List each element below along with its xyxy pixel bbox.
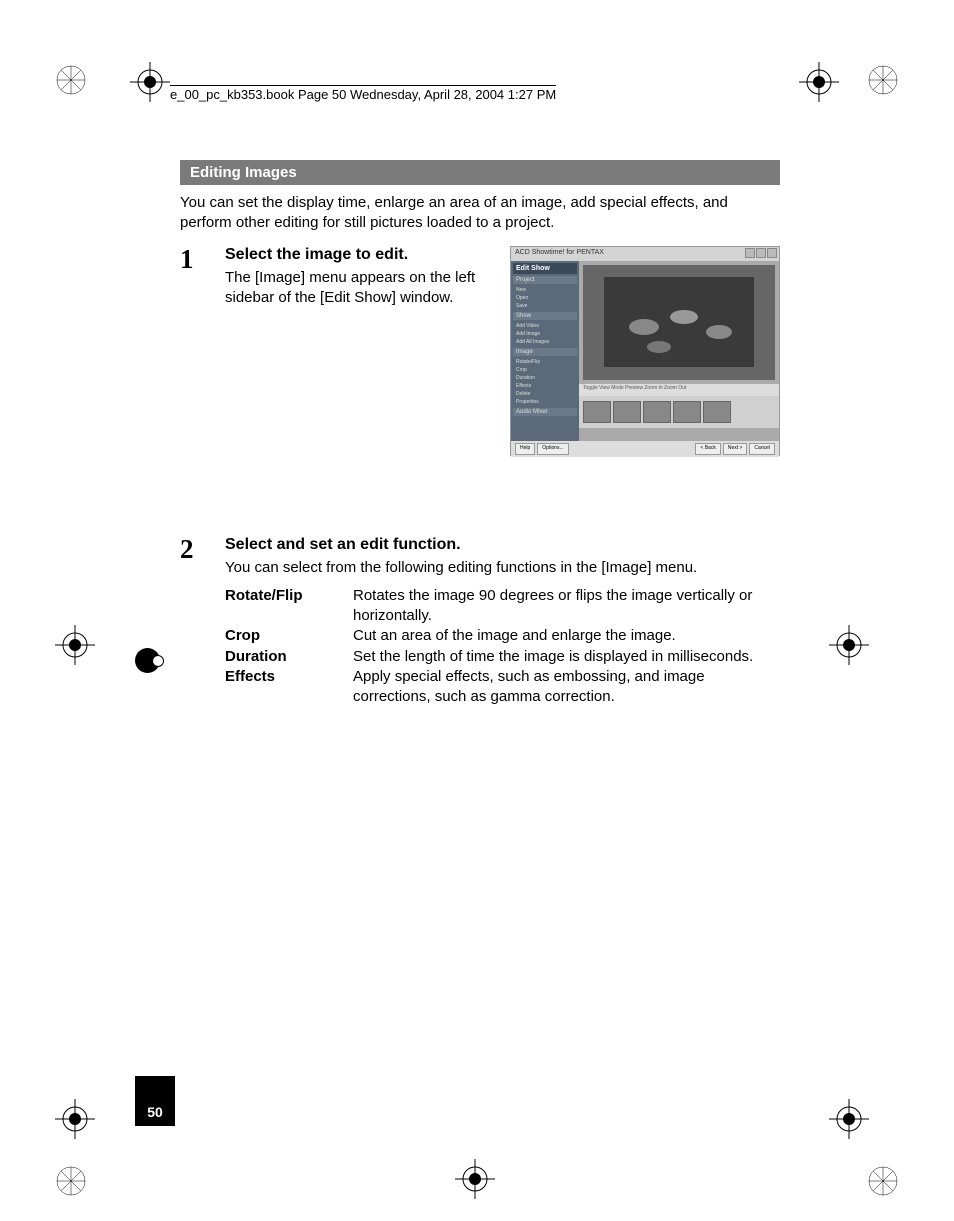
step-description: You can select from the following editin… — [225, 558, 780, 578]
definition-row: Effects Apply special effects, such as e… — [225, 667, 780, 708]
def-term: Rotate/Flip — [225, 586, 353, 627]
page-number: 50 — [135, 1076, 175, 1126]
next-button: Next > — [723, 443, 748, 455]
page-content: Editing Images You can set the display t… — [180, 160, 780, 767]
sidebar-panel-title: Edit Show — [513, 263, 577, 274]
edit-show-screenshot: ACD Showtime! for PENTAX Edit Show Proje… — [510, 246, 780, 456]
sidebar-item: Open — [513, 294, 577, 302]
back-button: < Back — [695, 443, 720, 455]
def-desc: Set the length of time the image is disp… — [353, 647, 780, 667]
sidebar-item: Add Video — [513, 322, 577, 330]
function-definitions: Rotate/Flip Rotates the image 90 degrees… — [225, 586, 780, 708]
sidebar-item: Effects — [513, 382, 577, 390]
registration-mark-icon — [867, 64, 899, 96]
screenshot-toolbar: Toggle View Mode Preview Zoom In Zoom Ou… — [579, 384, 779, 396]
definition-row: Duration Set the length of time the imag… — [225, 647, 780, 667]
definition-row: Crop Cut an area of the image and enlarg… — [225, 626, 780, 646]
step-title: Select and set an edit function. — [225, 536, 780, 554]
section-intro: You can set the display time, enlarge an… — [180, 193, 780, 234]
def-term: Duration — [225, 647, 353, 667]
thumbnail — [703, 401, 731, 423]
crop-mark-icon — [455, 1159, 495, 1199]
sidebar-item: Delete — [513, 390, 577, 398]
sidebar-item: Crop — [513, 366, 577, 374]
sidebar-section: Audio Mixer — [513, 408, 577, 416]
sidebar-section: Project — [513, 276, 577, 284]
sidebar-item: Add All Images — [513, 338, 577, 346]
crop-mark-icon — [130, 62, 170, 102]
step-number: 1 — [180, 246, 225, 309]
registration-mark-icon — [55, 64, 87, 96]
step-number: 2 — [180, 536, 225, 578]
registration-mark-icon — [55, 1165, 87, 1197]
cancel-button: Cancel — [749, 443, 775, 455]
window-title: ACD Showtime! for PENTAX — [515, 249, 604, 256]
crop-mark-icon — [55, 1099, 95, 1139]
def-term: Effects — [225, 667, 353, 708]
screenshot-sidebar: Edit Show Project New Open Save Show Add… — [511, 261, 579, 441]
thumbnail — [673, 401, 701, 423]
crop-mark-icon — [829, 625, 869, 665]
def-desc: Cut an area of the image and enlarge the… — [353, 626, 780, 646]
sidebar-item: Properties — [513, 398, 577, 406]
section-title: Editing Images — [180, 160, 780, 185]
side-tab-marker — [135, 648, 160, 673]
preview-area — [583, 265, 775, 380]
sidebar-item: Rotate/Flip — [513, 358, 577, 366]
def-desc: Rotates the image 90 degrees or flips th… — [353, 586, 780, 627]
step-2: 2 Select and set an edit function. You c… — [180, 536, 780, 708]
screenshot-footer: Help Options... < Back Next > Cancel — [511, 441, 779, 457]
sidebar-section: Show — [513, 312, 577, 320]
help-button: Help — [515, 443, 535, 455]
file-path-header: e_00_pc_kb353.book Page 50 Wednesday, Ap… — [170, 85, 556, 102]
definition-row: Rotate/Flip Rotates the image 90 degrees… — [225, 586, 780, 627]
sidebar-item: Duration — [513, 374, 577, 382]
sidebar-item: New — [513, 286, 577, 294]
thumbnail — [583, 401, 611, 423]
def-desc: Apply special effects, such as embossing… — [353, 667, 780, 708]
registration-mark-icon — [867, 1165, 899, 1197]
crop-mark-icon — [55, 625, 95, 665]
sidebar-section: Image — [513, 348, 577, 356]
sidebar-item: Save — [513, 302, 577, 310]
step-1: 1 Select the image to edit. The [Image] … — [180, 246, 780, 476]
window-controls — [745, 248, 777, 258]
step-description: The [Image] menu appears on the left sid… — [225, 268, 515, 309]
screenshot-main: Toggle View Mode Preview Zoom In Zoom Ou… — [579, 261, 779, 441]
crop-mark-icon — [829, 1099, 869, 1139]
thumbnail — [613, 401, 641, 423]
def-term: Crop — [225, 626, 353, 646]
options-button: Options... — [537, 443, 568, 455]
sidebar-item: Add Image — [513, 330, 577, 338]
thumbnail — [643, 401, 671, 423]
crop-mark-icon — [799, 62, 839, 102]
window-titlebar: ACD Showtime! for PENTAX — [511, 247, 779, 261]
thumbnail-strip — [579, 396, 779, 428]
preview-image-icon — [604, 277, 754, 367]
